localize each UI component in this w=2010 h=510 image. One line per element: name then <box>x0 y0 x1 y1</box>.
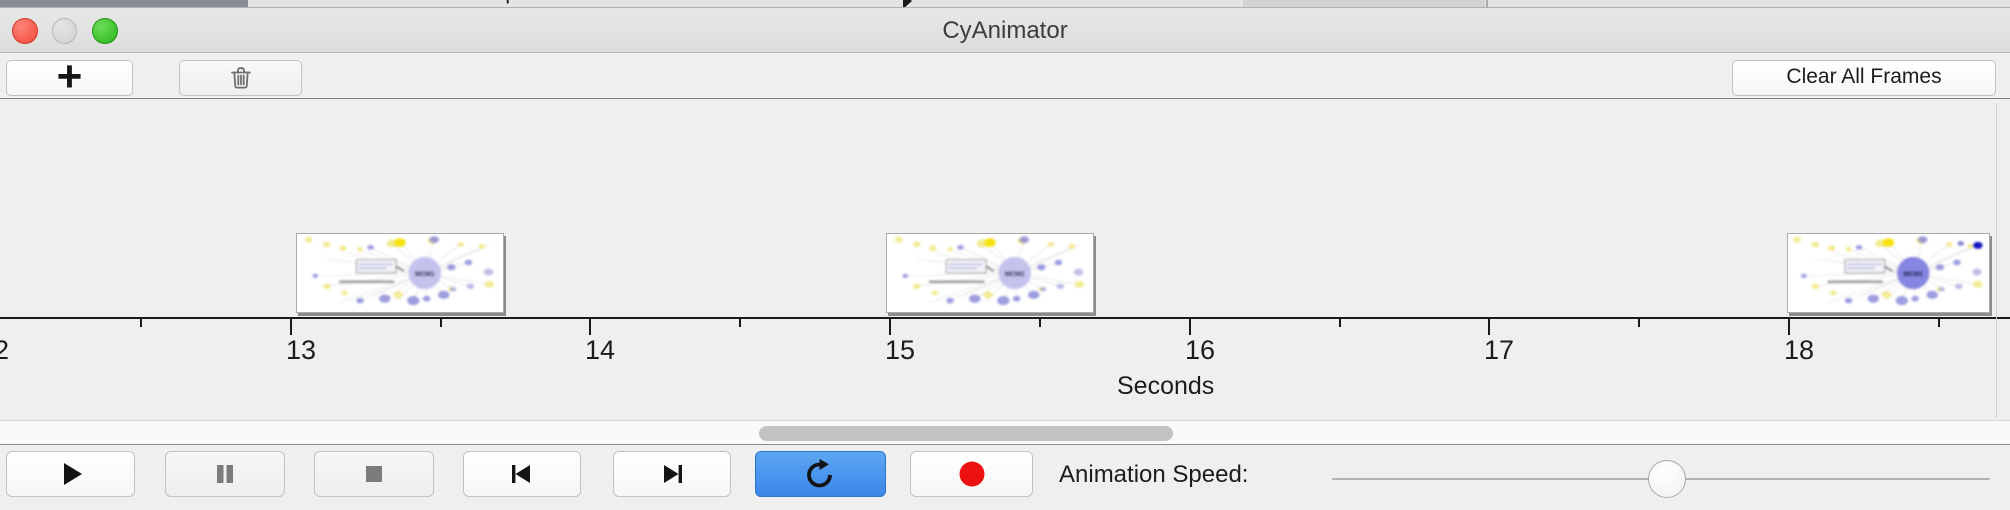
svg-text:MCM1: MCM1 <box>1005 271 1025 278</box>
svg-text:MCM1: MCM1 <box>1903 271 1923 278</box>
svg-text:MCM1: MCM1 <box>415 271 435 278</box>
